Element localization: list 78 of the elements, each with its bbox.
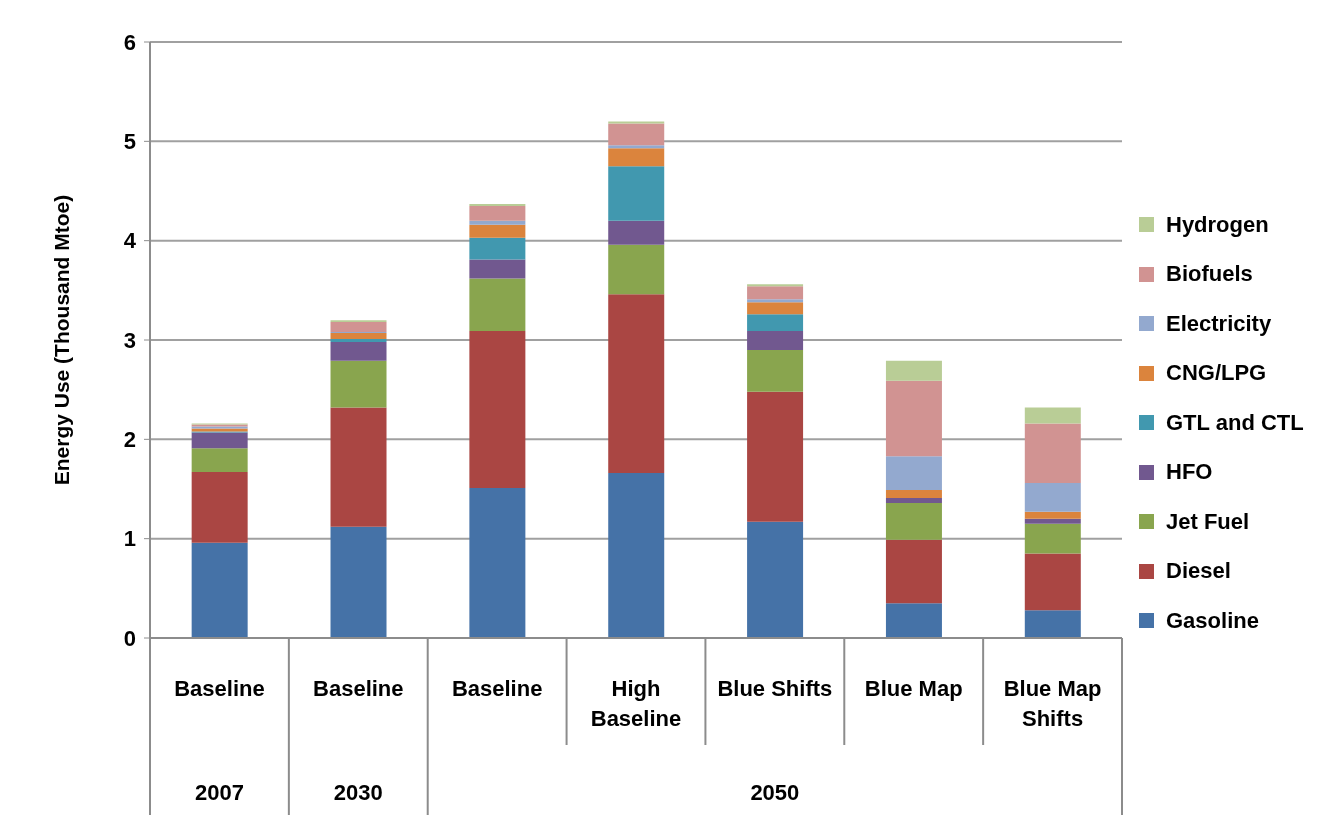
legend-label: Electricity [1166, 310, 1272, 337]
text: 2007 [194, 780, 244, 805]
bar [1024, 407, 1081, 424]
bar [191, 472, 248, 543]
bar [1024, 511, 1081, 519]
legend-label: GTL and CTL [1166, 409, 1304, 436]
bar [469, 488, 526, 638]
bar [469, 259, 526, 279]
x-tick-label: Blue Shifts [717, 676, 833, 701]
bar [330, 333, 387, 340]
bar [747, 314, 804, 332]
bar [1024, 553, 1081, 611]
x-tick-label: Baseline [313, 676, 404, 701]
bar [885, 539, 942, 604]
bar [469, 237, 526, 260]
bar [608, 244, 665, 295]
bar [747, 391, 804, 522]
bar [885, 489, 942, 498]
y-tick-label: 1 [123, 526, 136, 552]
legend-label: Diesel [1166, 558, 1231, 585]
x-tick-label: Baseline [174, 676, 265, 701]
bar [1024, 518, 1081, 524]
bar [330, 526, 387, 638]
x-tick-label: High Baseline [590, 676, 682, 731]
bar [191, 432, 248, 449]
y-tick-label: 4 [123, 228, 137, 254]
bar [747, 521, 804, 638]
x-tick-label: Blue Map [864, 676, 963, 701]
bar [1024, 523, 1081, 554]
text: 2030 [333, 780, 383, 805]
legend-label: Jet Fuel [1166, 508, 1250, 535]
bar [608, 220, 665, 245]
bar [1024, 483, 1081, 512]
bar [191, 448, 248, 473]
bar [747, 286, 804, 300]
bar [747, 349, 804, 392]
bar [469, 331, 526, 489]
bar [747, 299, 804, 303]
x-tick-label: Blue Map Shifts [1003, 676, 1102, 731]
bar [608, 473, 665, 638]
bar [608, 166, 665, 221]
legend-label: Gasoline [1166, 607, 1259, 634]
bar [469, 278, 526, 332]
legend-label: HFO [1166, 459, 1213, 486]
bar [608, 145, 665, 149]
bar [330, 322, 387, 333]
bar [330, 341, 387, 361]
bar [191, 542, 248, 638]
y-tick-label: 0 [123, 625, 136, 651]
bar [747, 302, 804, 315]
bar [608, 123, 665, 146]
y-tick-label: 6 [123, 29, 136, 55]
bar [885, 502, 942, 540]
bar [608, 148, 665, 167]
bar [469, 220, 526, 225]
bar [747, 331, 804, 350]
bar [885, 360, 942, 381]
bar [330, 407, 387, 527]
bar [1024, 610, 1081, 638]
bar [885, 456, 942, 490]
bar [885, 497, 942, 503]
bar [885, 380, 942, 457]
legend-label: Biofuels [1166, 261, 1253, 288]
y-tick-label: 2 [123, 427, 136, 453]
bar [1024, 423, 1081, 484]
bar [469, 224, 526, 238]
y-tick-label: 3 [123, 327, 136, 353]
bar [885, 603, 942, 638]
y-tick-label: 5 [123, 129, 136, 155]
bar [330, 360, 387, 408]
y-axis-title: Energy Use (Thousand Mtoe) [50, 194, 74, 486]
text: 2050 [750, 780, 800, 805]
x-tick-label: Baseline [451, 676, 543, 701]
bar [330, 339, 387, 342]
bar [608, 294, 665, 474]
bar [469, 205, 526, 221]
legend-label: CNG/LPG [1166, 360, 1267, 387]
legend-label: Hydrogen [1166, 211, 1269, 238]
